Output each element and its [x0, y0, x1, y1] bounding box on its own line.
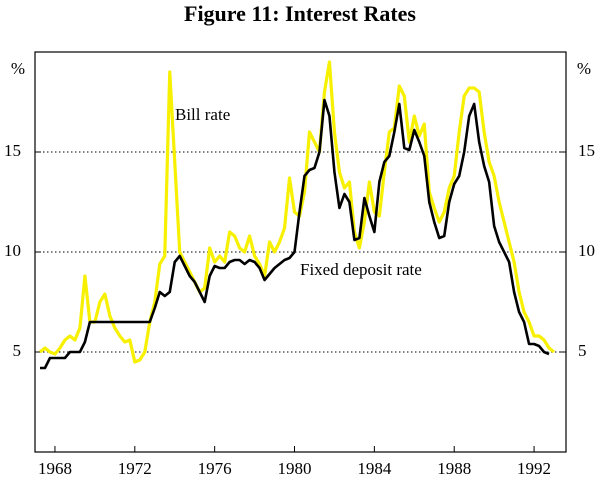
chart-title: Figure 11: Interest Rates: [184, 1, 416, 26]
series-line: [39, 98, 550, 370]
y2-axis-label: %: [577, 59, 591, 78]
y2-tick-label: 5: [578, 341, 587, 360]
x-tick-label: 1972: [118, 459, 152, 478]
series-line: [38, 60, 556, 364]
y2-tick-label: 10: [578, 241, 595, 260]
y2-tick-label: 15: [578, 141, 595, 160]
series-label: Bill rate: [175, 105, 230, 124]
y-tick-label: 5: [13, 341, 22, 360]
y-tick-label: 10: [4, 241, 21, 260]
x-tick-label: 1984: [357, 459, 392, 478]
x-tick-label: 1968: [38, 459, 72, 478]
x-tick-label: 1992: [517, 459, 551, 478]
y-axis-label: %: [11, 59, 25, 78]
series-label: Fixed deposit rate: [300, 260, 422, 279]
x-tick-label: 1980: [278, 459, 312, 478]
y-tick-label: 15: [4, 141, 21, 160]
x-tick-label: 1988: [437, 459, 471, 478]
x-tick-label: 1976: [198, 459, 232, 478]
